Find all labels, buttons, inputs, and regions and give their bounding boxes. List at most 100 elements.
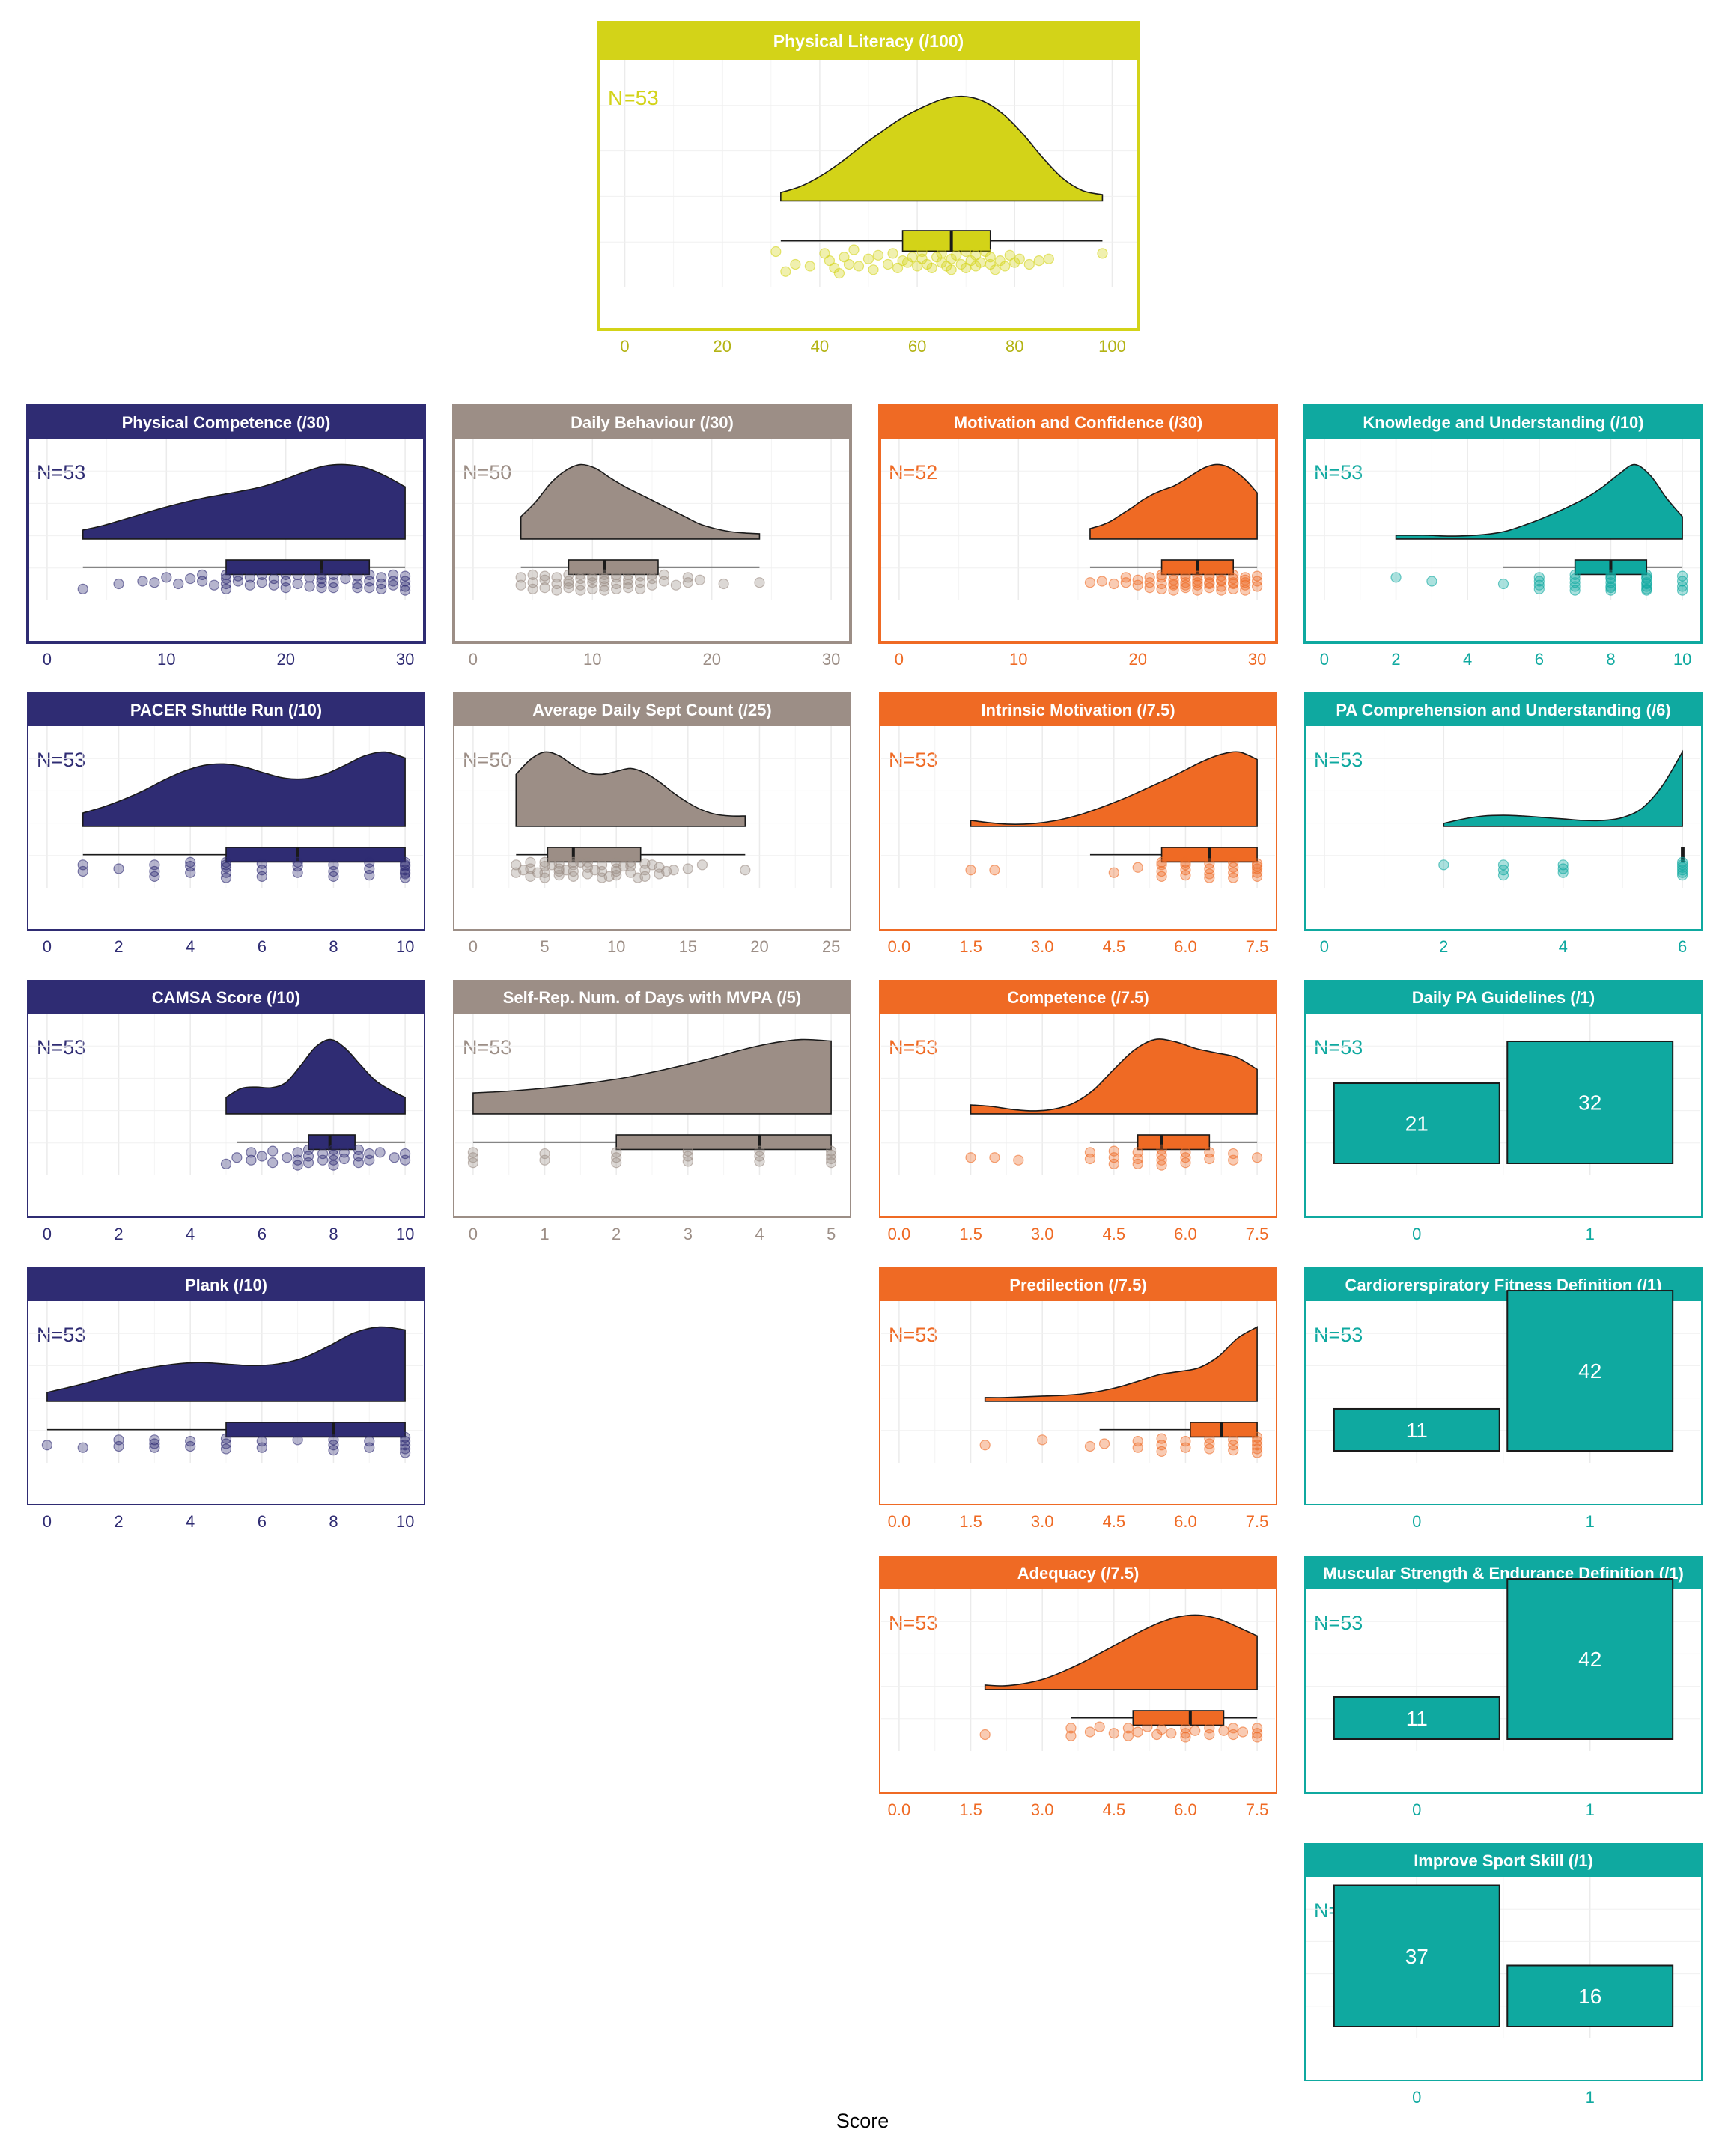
data-point xyxy=(611,1157,622,1169)
data-point xyxy=(1168,569,1179,580)
data-point xyxy=(1204,1729,1215,1741)
data-point xyxy=(352,582,363,594)
boxplot xyxy=(1089,559,1258,576)
raw-points xyxy=(965,856,1263,883)
raw-points xyxy=(515,569,765,596)
data-point xyxy=(1251,860,1263,872)
data-point xyxy=(1605,585,1616,596)
data-point xyxy=(575,569,586,580)
data-point xyxy=(1251,1431,1263,1443)
data-point xyxy=(1156,1723,1167,1735)
boxplot xyxy=(46,1422,406,1438)
data-point xyxy=(1132,1442,1143,1453)
panel-title: Motivation and Confidence (/30) xyxy=(954,413,1202,432)
data-point xyxy=(946,264,957,275)
data-point xyxy=(1180,856,1191,868)
panel-title-strip xyxy=(454,981,851,1014)
data-point xyxy=(328,582,339,594)
data-point xyxy=(770,246,782,258)
bar-value-label: 42 xyxy=(1578,1359,1601,1383)
data-point xyxy=(399,867,411,878)
panel-title-strip xyxy=(880,406,1277,439)
data-point xyxy=(220,1443,232,1455)
data-point xyxy=(399,581,411,592)
data-point xyxy=(539,570,550,582)
data-point xyxy=(220,1158,232,1169)
x-tick-label: 3.0 xyxy=(1031,1512,1054,1531)
density-curve xyxy=(970,751,1258,827)
data-point xyxy=(1251,581,1263,592)
data-point xyxy=(990,264,1001,275)
x-tick-label: 3 xyxy=(684,1225,693,1243)
data-point xyxy=(1216,570,1227,582)
data-point xyxy=(1108,1728,1119,1739)
bar-value-label: 21 xyxy=(1405,1112,1429,1136)
x-tick-label: 2 xyxy=(114,1512,123,1531)
panel-pacer-shuttle-run: PACER Shuttle Run (/10) N=53 0 2 4 6 8 10 xyxy=(27,692,425,956)
data-point xyxy=(936,248,947,259)
data-point xyxy=(1390,572,1402,583)
sample-size-label: N=53 xyxy=(37,1036,85,1059)
data-point xyxy=(280,582,291,594)
data-point xyxy=(868,264,879,275)
panel-motivation-confidence: Motivation and Confidence (/30) N=52 0 10 20… xyxy=(878,404,1278,669)
panel-title: Predilection (/7.5) xyxy=(1009,1276,1146,1294)
data-point xyxy=(1122,1723,1134,1734)
data-point xyxy=(185,1440,196,1452)
raw-points xyxy=(1084,569,1263,596)
data-point xyxy=(539,872,550,883)
raw-points xyxy=(77,856,411,883)
data-point xyxy=(515,579,526,591)
data-point xyxy=(352,578,363,590)
data-point xyxy=(563,578,574,590)
data-point xyxy=(970,249,982,261)
data-point xyxy=(1108,867,1119,878)
panel-title: CAMSA Score (/10) xyxy=(152,988,300,1007)
panel-title: Intrinsic Motivation (/7.5) xyxy=(981,701,1175,719)
data-point xyxy=(551,585,562,596)
bar-1 xyxy=(1506,1290,1674,1452)
density-curve xyxy=(970,1038,1258,1115)
data-point xyxy=(515,572,526,583)
data-point xyxy=(825,1149,837,1160)
panel-title: Average Daily Sept Count (/25) xyxy=(532,701,771,719)
panel-title-strip xyxy=(880,693,1277,726)
boxplot-box xyxy=(1190,1422,1258,1438)
panel-title: Daily Behaviour (/30) xyxy=(571,413,734,432)
data-point xyxy=(527,583,538,594)
panel-competence: Competence (/7.5) N=53 0.0 1.5 3.0 4.5 6.0 7.5 xyxy=(879,980,1277,1243)
data-point xyxy=(1014,253,1025,264)
x-tick-label: 0 xyxy=(1412,1225,1421,1243)
x-tick-label: 0 xyxy=(1320,937,1329,956)
data-point xyxy=(328,871,339,882)
data-point xyxy=(916,246,928,258)
boxplot xyxy=(472,1134,832,1151)
x-tick-label: 30 xyxy=(396,650,414,669)
x-tick-label: 1 xyxy=(1586,2088,1595,2107)
boxplot xyxy=(1089,847,1258,863)
data-point xyxy=(1190,1725,1201,1736)
sample-size-label: N=53 xyxy=(37,749,85,771)
data-point xyxy=(282,1152,293,1163)
x-tick-label: 8 xyxy=(329,1512,338,1531)
panel-title-strip xyxy=(1305,1844,1702,1877)
panel-daily-behaviour: Daily Behaviour (/30) N=50 0 10 20 30 xyxy=(452,404,852,669)
x-axis-ticks: 0.0 1.5 3.0 4.5 6.0 7.5 xyxy=(888,1800,1269,1819)
boxplot-box xyxy=(615,1134,832,1151)
sample-size-label: N=53 xyxy=(889,1612,937,1634)
x-tick-label: 1 xyxy=(1586,1800,1595,1819)
data-point xyxy=(304,581,315,592)
panel-adequacy: Adequacy (/7.5) N=53 0.0 1.5 3.0 4.5 6.0 7.5 xyxy=(879,1556,1277,1819)
boxplot xyxy=(1089,1134,1258,1151)
data-point xyxy=(568,871,579,882)
data-point xyxy=(1251,1732,1263,1743)
x-axis-ticks: 0 10 20 30 xyxy=(469,650,841,669)
data-point xyxy=(1216,585,1227,596)
data-point xyxy=(256,1442,267,1453)
raw-points xyxy=(1438,856,1688,881)
data-point xyxy=(989,865,1000,876)
data-point xyxy=(149,1434,160,1446)
panel-title-strip xyxy=(880,1268,1277,1301)
data-point xyxy=(77,865,88,877)
panel-title-strip xyxy=(880,981,1277,1014)
